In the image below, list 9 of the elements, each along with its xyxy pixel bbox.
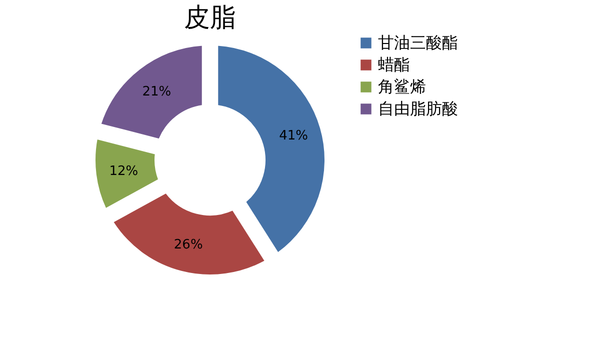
data-label: 26%	[174, 237, 203, 252]
data-label: 21%	[142, 84, 172, 100]
legend-label: 蜡酯	[378, 55, 410, 74]
legend-label: 角鲨烯	[378, 77, 426, 96]
data-label: 41%	[279, 128, 308, 144]
legend-label: 甘油三酸酯	[378, 33, 458, 52]
legend-label: 自由脂肪酸	[378, 99, 458, 118]
chart-title: 皮脂	[184, 3, 236, 33]
data-label: 12%	[109, 164, 138, 179]
